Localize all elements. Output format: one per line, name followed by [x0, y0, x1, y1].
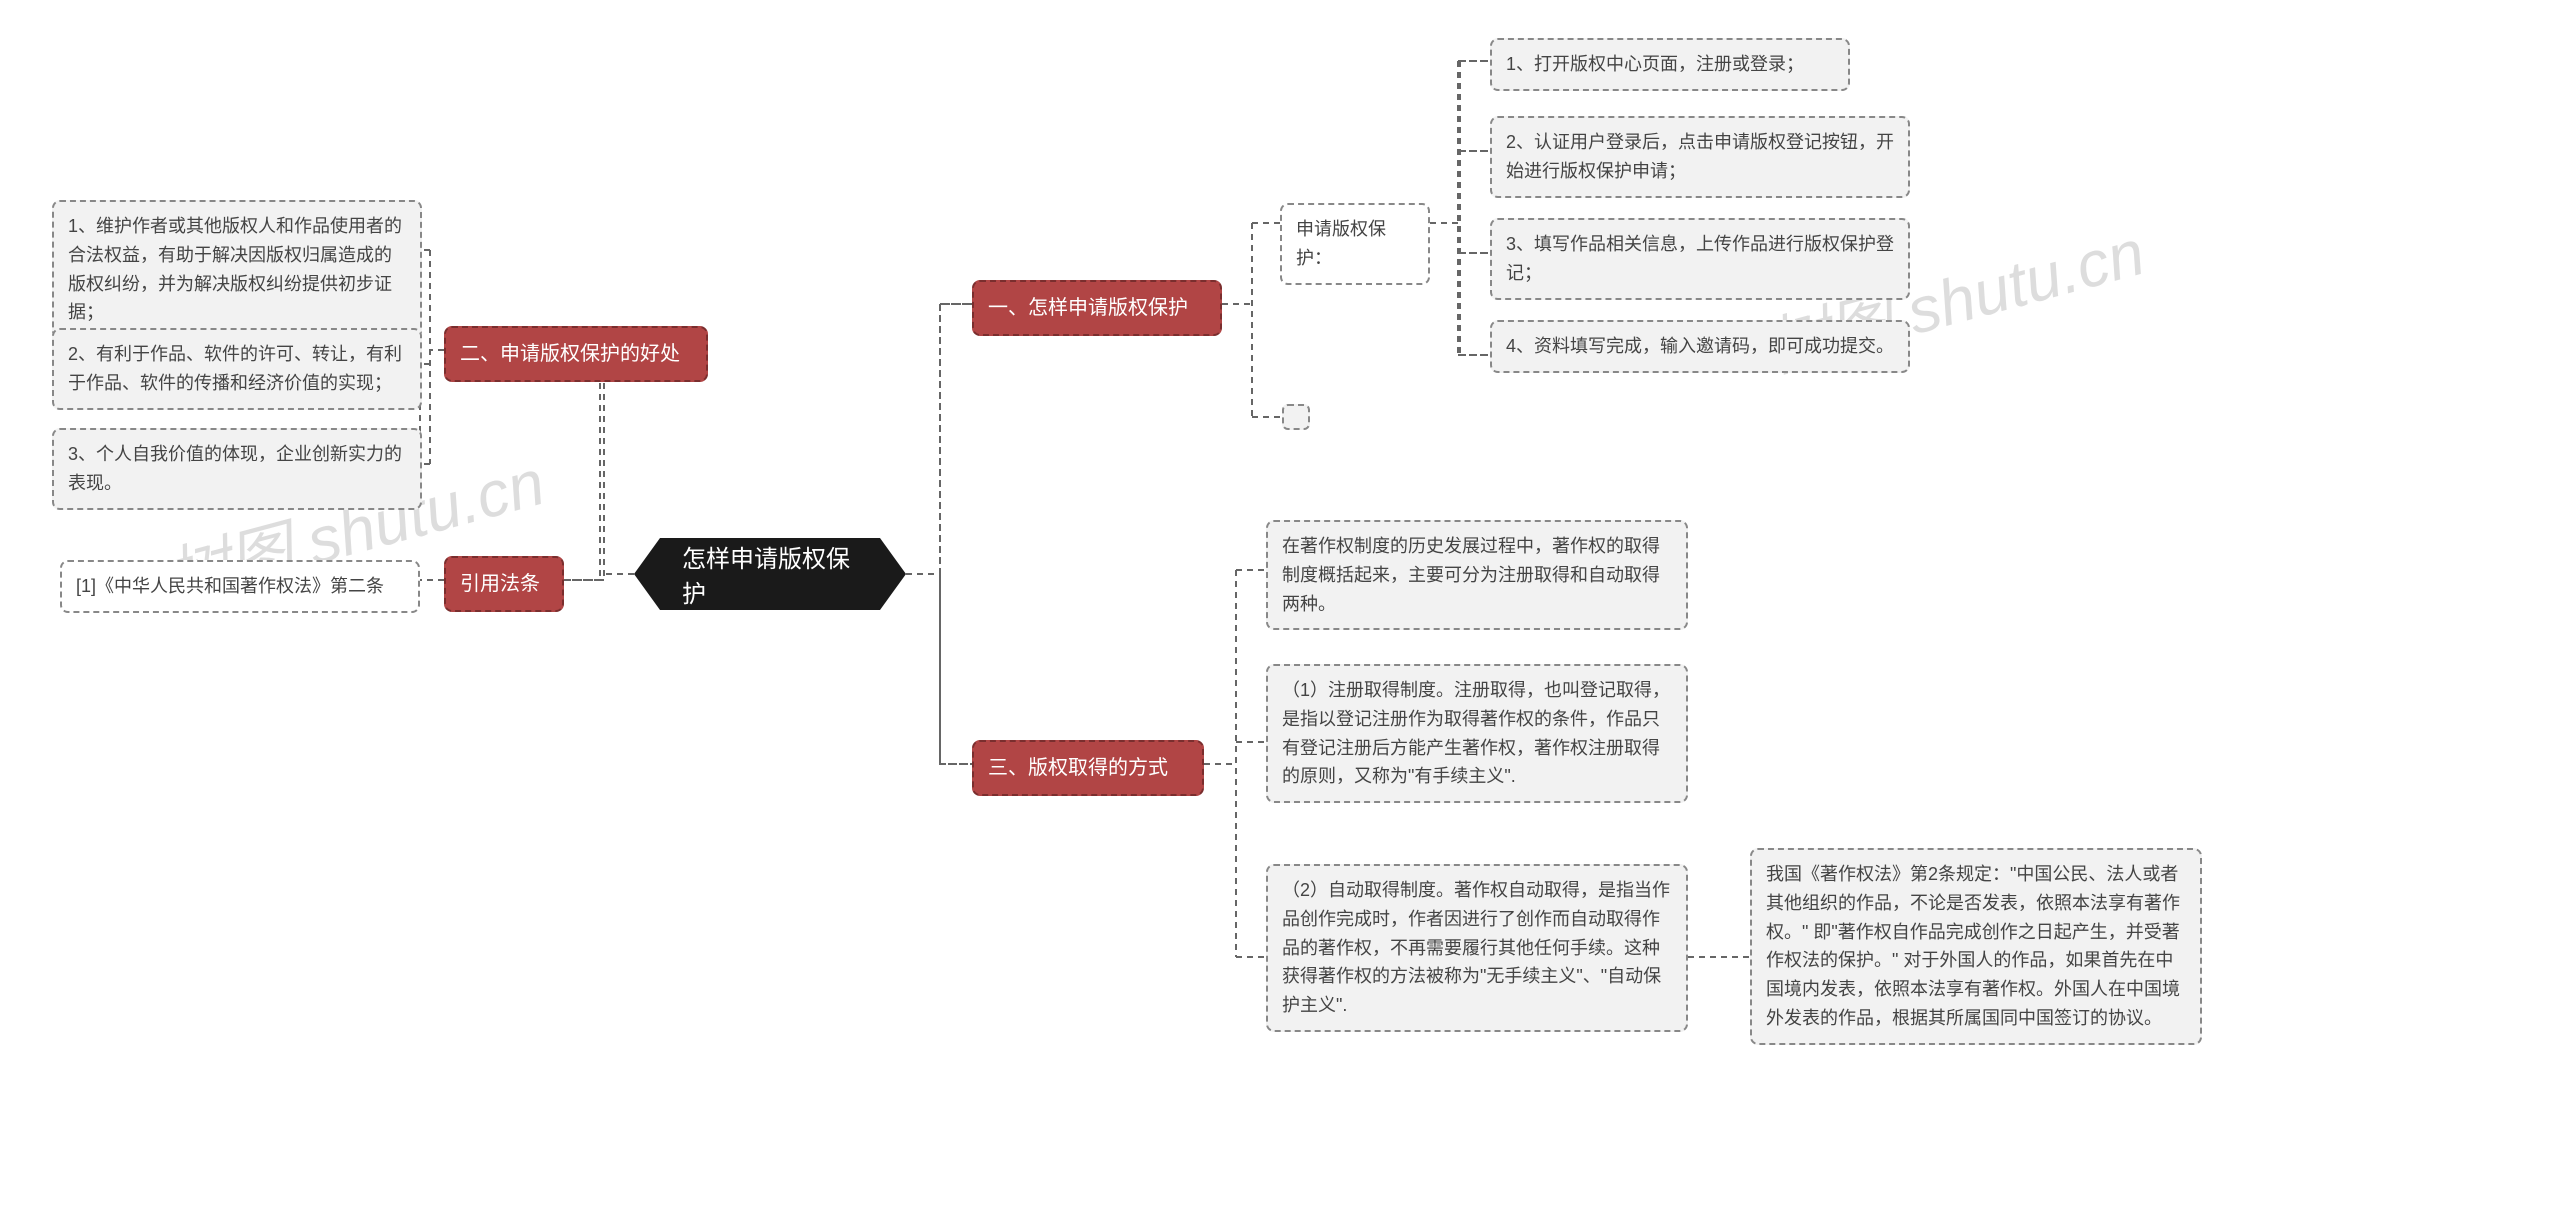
- b2-leaf-1-text: 1、维护作者或其他版权人和作品使用者的合法权益，有助于解决因版权归属造成的版权纠…: [68, 216, 402, 322]
- branch-1: 一、怎样申请版权保护: [972, 280, 1222, 336]
- b2-leaf-2: 2、有利于作品、软件的许可、转让，有利于作品、软件的传播和经济价值的实现；: [52, 328, 422, 410]
- b1-leaf-3-text: 3、填写作品相关信息，上传作品进行版权保护登记；: [1506, 234, 1894, 283]
- branch-3-label: 三、版权取得的方式: [988, 757, 1168, 779]
- branch-4: 引用法条: [444, 556, 564, 612]
- branch-1-label: 一、怎样申请版权保护: [988, 297, 1188, 319]
- b3-leaf-2: （1）注册取得制度。注册取得，也叫登记取得，是指以登记注册作为取得著作权的条件，…: [1266, 664, 1688, 803]
- b1-tiny-empty: [1282, 404, 1310, 430]
- branch-2-label: 二、申请版权保护的好处: [460, 343, 680, 365]
- b3-leaf-1: 在著作权制度的历史发展过程中，著作权的取得制度概括起来，主要可分为注册取得和自动…: [1266, 520, 1688, 630]
- b3-leaf-3: （2）自动取得制度。著作权自动取得，是指当作品创作完成时，作者因进行了创作而自动…: [1266, 864, 1688, 1032]
- b3-leaf-1-text: 在著作权制度的历史发展过程中，著作权的取得制度概括起来，主要可分为注册取得和自动…: [1282, 536, 1660, 614]
- branch-1-sub-1-label: 申请版权保护：: [1296, 219, 1386, 268]
- b1-leaf-2-text: 2、认证用户登录后，点击申请版权登记按钮，开始进行版权保护申请；: [1506, 132, 1894, 181]
- b3-leaf-3-detail-text: 我国《著作权法》第2条规定："中国公民、法人或者其他组织的作品，不论是否发表，依…: [1766, 864, 2180, 1028]
- b3-leaf-3-text: （2）自动取得制度。著作权自动取得，是指当作品创作完成时，作者因进行了创作而自动…: [1282, 880, 1670, 1015]
- b3-leaf-2-text: （1）注册取得制度。注册取得，也叫登记取得，是指以登记注册作为取得著作权的条件，…: [1282, 680, 1670, 786]
- b3-leaf-3-detail: 我国《著作权法》第2条规定："中国公民、法人或者其他组织的作品，不论是否发表，依…: [1750, 848, 2202, 1045]
- branch-3: 三、版权取得的方式: [972, 740, 1204, 796]
- b1-leaf-2: 2、认证用户登录后，点击申请版权登记按钮，开始进行版权保护申请；: [1490, 116, 1910, 198]
- b4-leaf-1: [1]《中华人民共和国著作权法》第二条: [60, 560, 420, 613]
- center-label: 怎样申请版权保护: [682, 539, 858, 609]
- b1-leaf-3: 3、填写作品相关信息，上传作品进行版权保护登记；: [1490, 218, 1910, 300]
- b1-leaf-4-text: 4、资料填写完成，输入邀请码，即可成功提交。: [1506, 336, 1894, 356]
- branch-1-sub-1: 申请版权保护：: [1280, 203, 1430, 285]
- b2-leaf-1: 1、维护作者或其他版权人和作品使用者的合法权益，有助于解决因版权归属造成的版权纠…: [52, 200, 422, 339]
- b2-leaf-3: 3、个人自我价值的体现，企业创新实力的表现。: [52, 428, 422, 510]
- b2-leaf-2-text: 2、有利于作品、软件的许可、转让，有利于作品、软件的传播和经济价值的实现；: [68, 344, 402, 393]
- branch-4-label: 引用法条: [460, 573, 540, 595]
- b4-leaf-1-text: [1]《中华人民共和国著作权法》第二条: [76, 576, 384, 596]
- branch-2: 二、申请版权保护的好处: [444, 326, 708, 382]
- b1-leaf-4: 4、资料填写完成，输入邀请码，即可成功提交。: [1490, 320, 1910, 373]
- b2-leaf-3-text: 3、个人自我价值的体现，企业创新实力的表现。: [68, 444, 402, 493]
- b1-leaf-1-text: 1、打开版权中心页面，注册或登录；: [1506, 54, 1804, 74]
- center-node: 怎样申请版权保护: [660, 538, 880, 610]
- b1-leaf-1: 1、打开版权中心页面，注册或登录；: [1490, 38, 1850, 91]
